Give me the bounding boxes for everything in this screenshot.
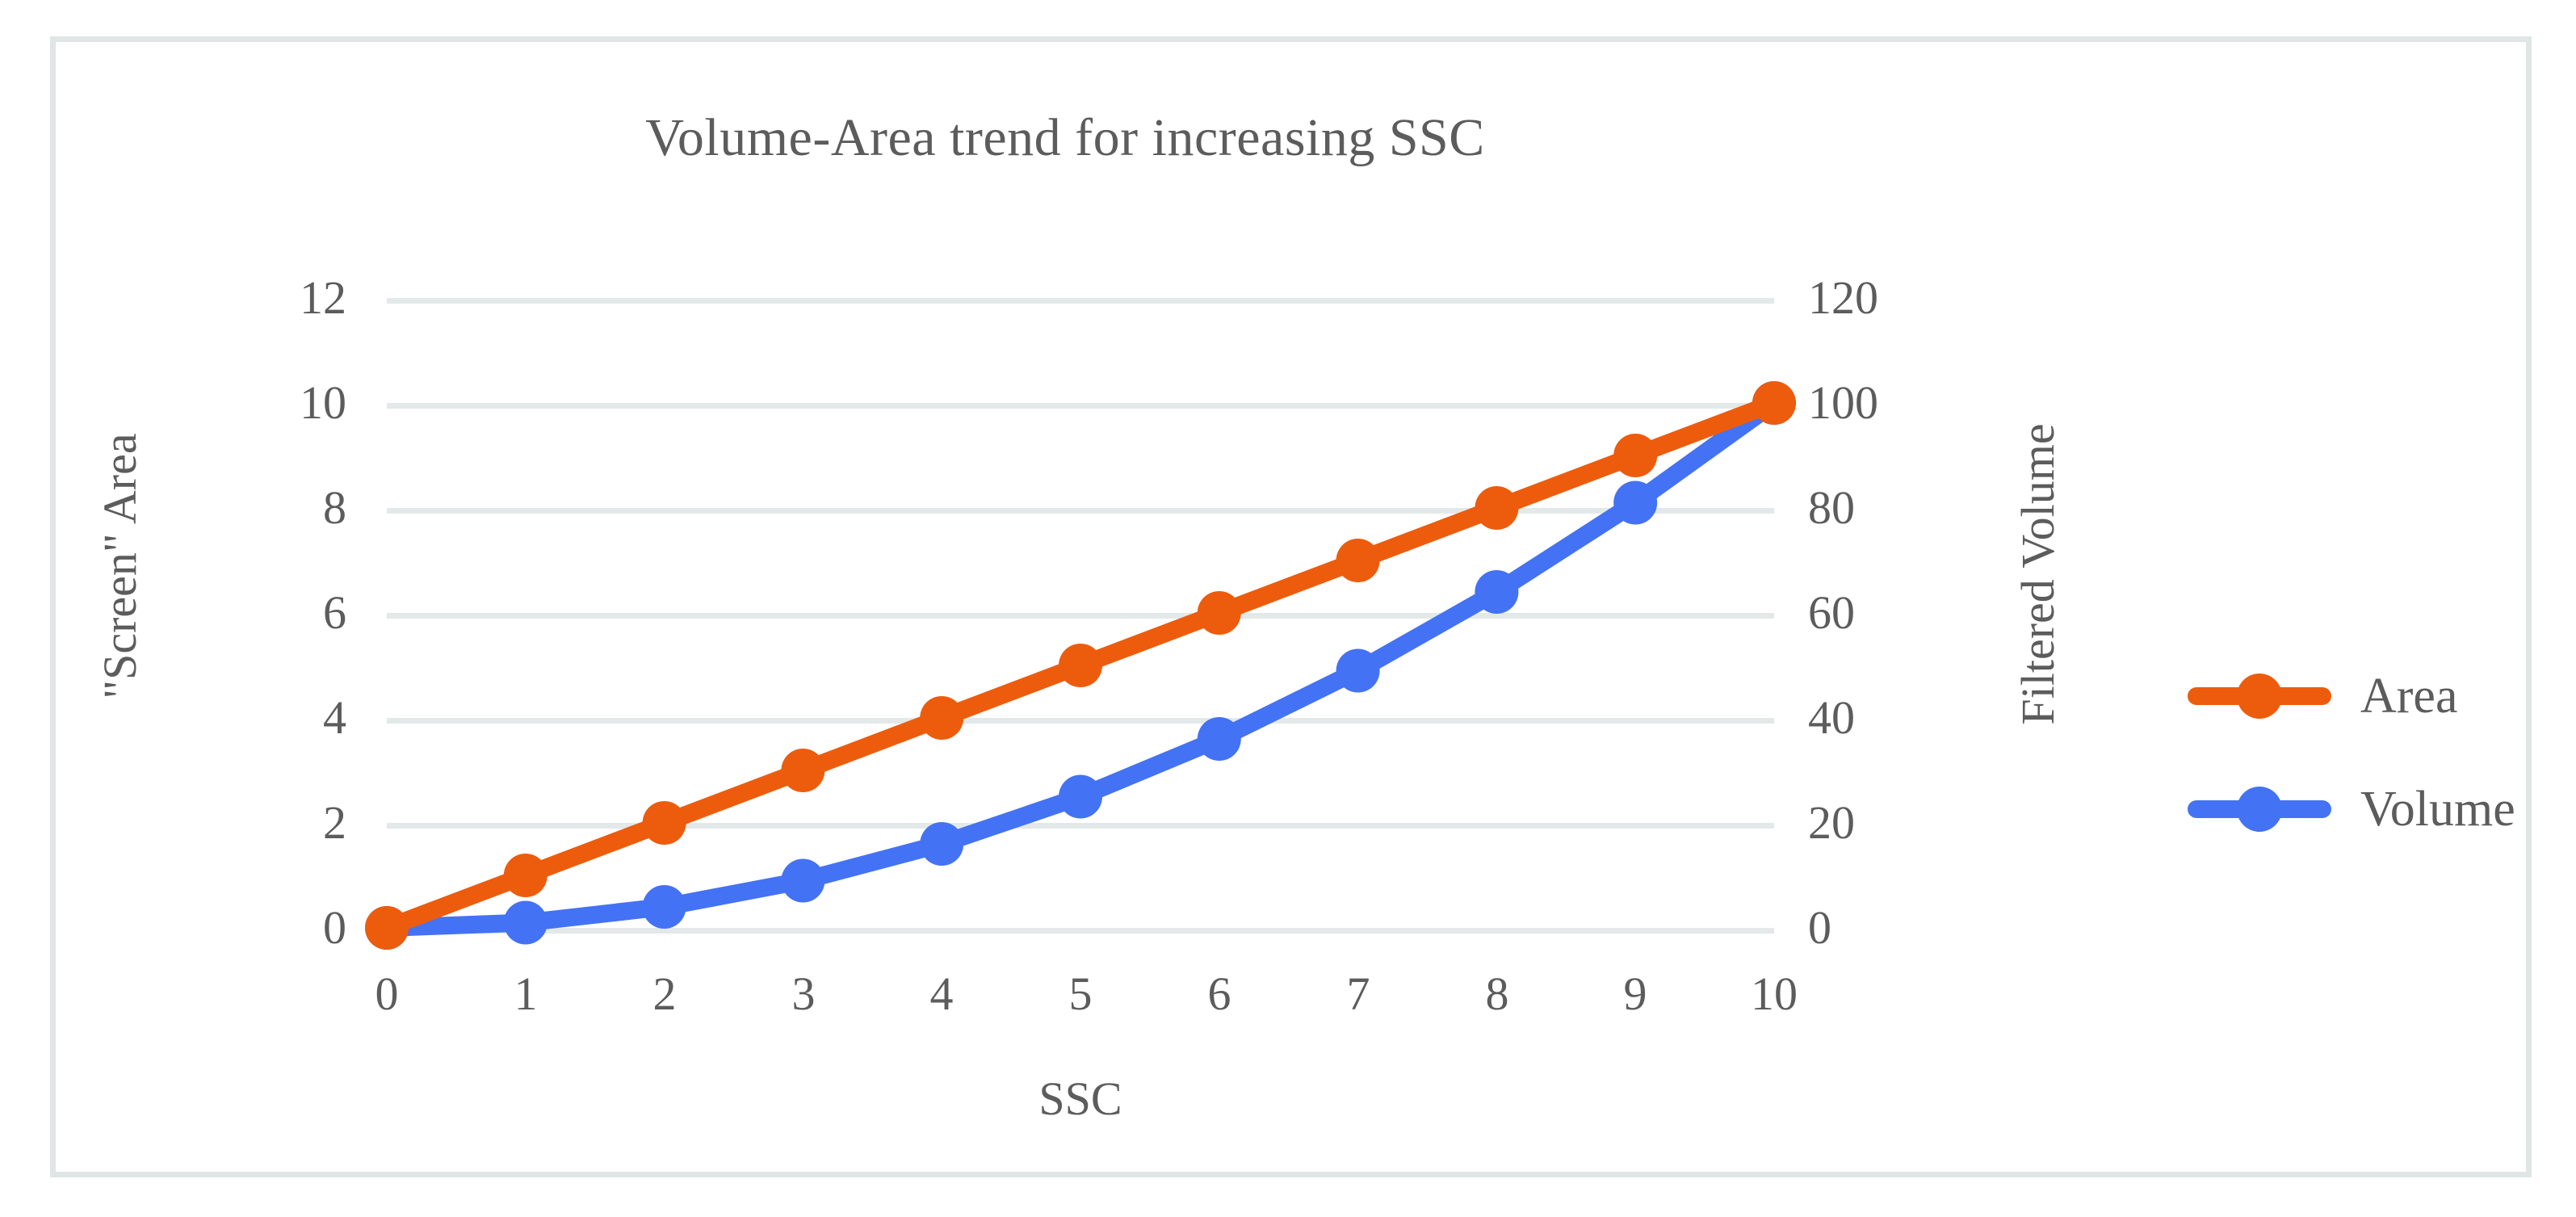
y-axis-right-tick: 100 [1808,376,1878,429]
legend-item-volume[interactable]: Volume [2188,753,2515,866]
data-point-marker[interactable] [365,906,409,950]
chart-legend: Area Volume [2188,640,2515,866]
y-axis-right-tick: 60 [1808,586,1855,639]
gridline [387,823,1774,829]
x-axis-tick: 8 [1485,967,1509,1020]
y-axis-right-tick: 40 [1808,691,1855,744]
legend-label: Area [2360,669,2458,724]
y-axis-right-tick: 80 [1808,481,1855,534]
data-point-marker[interactable] [1197,717,1241,761]
legend-swatch-volume [2188,787,2331,832]
chart-title: Volume-Area trend for increasing SSC [645,108,1485,167]
data-point-marker[interactable] [1613,481,1658,525]
data-point-marker[interactable] [1613,434,1658,477]
data-point-marker[interactable] [1336,539,1380,582]
y-axis-right-tick: 120 [1808,271,1878,324]
legend-label: Volume [2360,782,2515,837]
x-axis-tick: 10 [1751,967,1798,1020]
data-point-marker[interactable] [1336,648,1380,693]
y-axis-right-tick: 20 [1808,796,1855,849]
x-axis-tick: 1 [514,967,538,1020]
x-axis-tick: 7 [1346,967,1370,1020]
x-axis-tick: 0 [375,967,399,1020]
x-axis-tick: 2 [652,967,677,1020]
data-point-marker[interactable] [1059,774,1102,819]
x-axis-tick: 6 [1207,967,1231,1020]
y-axis-left-tick: 8 [323,481,346,534]
x-axis-tick: 3 [791,967,816,1020]
data-point-marker[interactable] [1475,486,1519,530]
legend-swatch-area [2188,674,2331,719]
gridline [387,718,1774,724]
x-axis-tick: 4 [929,967,954,1020]
data-point-marker[interactable] [642,801,686,845]
plot-area [365,298,1796,950]
data-point-marker[interactable] [920,822,964,866]
legend-marker-icon [2237,787,2282,832]
y-axis-left-tick: 2 [323,796,346,849]
series-line-volume [365,381,1796,950]
gridline [387,403,1774,409]
data-point-marker[interactable] [1059,644,1102,687]
y-axis-left-tick: 10 [300,376,346,429]
gridline [387,928,1774,934]
chart-figure-frame: Volume-Area trend for increasing SSC 12 … [50,36,2532,1177]
y-axis-left-tick: 6 [323,586,346,639]
data-point-marker[interactable] [1475,570,1519,614]
y-axis-left-tick: 4 [323,691,346,744]
y-axis-right-title: Filtered Volume [2012,423,2064,725]
gridline [387,298,1774,304]
data-point-marker[interactable] [1197,591,1241,635]
data-point-marker[interactable] [1752,381,1796,425]
gridline [387,613,1774,619]
gridline [387,508,1774,514]
data-point-marker[interactable] [642,885,686,929]
data-point-marker[interactable] [503,900,548,945]
x-axis-tick: 9 [1623,967,1647,1020]
y-axis-left-tick: 12 [300,271,346,324]
y-axis-left-title: "Screen" Area [94,433,146,699]
data-point-marker[interactable] [920,696,964,740]
legend-marker-icon [2237,674,2282,719]
x-axis-title: SSC [1038,1072,1122,1125]
legend-item-area[interactable]: Area [2188,640,2515,753]
x-axis-tick: 5 [1068,967,1093,1020]
data-point-marker[interactable] [781,749,825,792]
y-axis-left-tick: 0 [323,901,346,954]
y-axis-right-tick: 0 [1808,901,1831,954]
data-point-marker[interactable] [781,858,825,903]
data-point-marker[interactable] [503,854,548,897]
series-plot [365,381,1796,950]
series-line-area [365,381,1796,950]
